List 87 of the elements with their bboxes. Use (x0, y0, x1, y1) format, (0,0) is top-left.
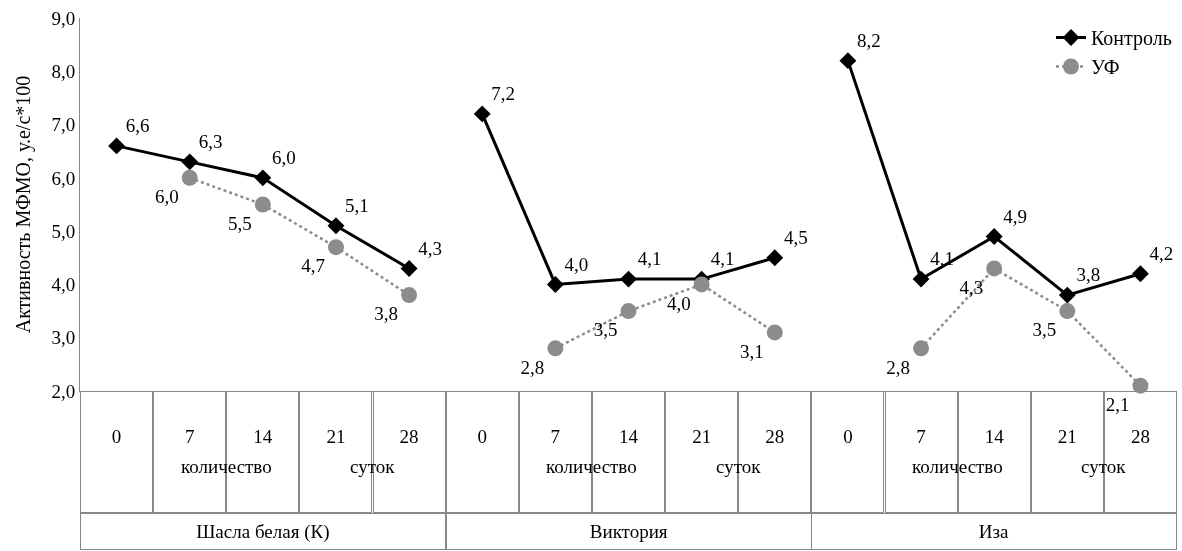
point (766, 324, 783, 341)
text: Виктория (589, 521, 668, 543)
data-label: 7,2 (491, 83, 516, 105)
data-label: 4,1 (637, 248, 662, 270)
data-label: 4,7 (301, 255, 325, 277)
point (327, 239, 344, 256)
x-tick-label: 21 (692, 425, 712, 447)
data-label: 3,5 (593, 319, 618, 341)
point (839, 52, 857, 70)
x-tick-label: 28 (765, 425, 785, 447)
y-tick-label: 4,0 (51, 274, 76, 296)
point (985, 228, 1003, 245)
x-tick-label: 14 (253, 425, 273, 447)
data-label: 3,8 (374, 303, 399, 325)
text: Шасла белая (К) (196, 520, 330, 543)
point (1058, 286, 1076, 304)
point (1132, 377, 1149, 394)
legend-label: УФ (1091, 56, 1120, 79)
point (620, 270, 637, 288)
point (401, 287, 418, 304)
y-tick-label: 6,0 (51, 167, 76, 189)
legend-label: Контроль (1091, 27, 1172, 51)
text: суток (350, 456, 396, 477)
point (473, 105, 491, 123)
data-label: 5,1 (345, 194, 369, 216)
data-label: 4,3 (418, 237, 442, 259)
x-tick-label: 21 (1057, 425, 1077, 447)
x-tick-label: 28 (399, 425, 419, 447)
y-tick-label: 9,0 (51, 7, 76, 29)
data-label: 3,8 (1076, 264, 1101, 286)
x-tick-label: 14 (619, 425, 639, 447)
data-label: 6,6 (125, 115, 150, 137)
text: количество (546, 456, 637, 477)
point (254, 169, 272, 187)
text: суток (716, 456, 762, 477)
point (1131, 265, 1149, 283)
x-tick-label: 14 (984, 425, 1005, 447)
text: суток (1081, 456, 1127, 477)
x-tick-label: 7 (916, 425, 926, 447)
y-tick-label: 5,0 (51, 220, 76, 242)
x-tick-label: 0 (477, 425, 487, 447)
data-label: 4,5 (783, 226, 808, 248)
point (620, 303, 637, 320)
data-label: 6,3 (198, 130, 223, 152)
data-label: 4,3 (959, 276, 984, 298)
point (1059, 303, 1076, 320)
point (766, 249, 784, 267)
point (254, 196, 271, 213)
data-label: 4,0 (564, 253, 589, 275)
x-tick-label: 0 (111, 425, 122, 447)
x-tick-label: 7 (550, 425, 561, 447)
point (693, 276, 710, 293)
data-label: 3,1 (740, 340, 764, 362)
point (546, 275, 564, 293)
point (181, 169, 198, 186)
x-tick-label: 0 (843, 425, 853, 447)
text: количество (912, 456, 1003, 477)
point (913, 340, 930, 357)
data-label: 4,2 (1149, 242, 1174, 264)
text: Иза (978, 521, 1009, 543)
y-tick-label: 3,0 (51, 327, 76, 349)
data-label: 4,1 (710, 248, 735, 270)
data-label: 5,5 (228, 212, 252, 234)
data-label: 8,2 (857, 29, 881, 51)
point (108, 137, 126, 155)
point (400, 259, 418, 277)
x-tick-label: 21 (326, 425, 346, 447)
point (327, 217, 345, 235)
data-label: 2,1 (1105, 393, 1130, 415)
data-label: 2,8 (886, 356, 911, 378)
data-label: 4,9 (1003, 205, 1028, 227)
data-label: 6,0 (154, 186, 179, 208)
data-label: 3,5 (1032, 319, 1057, 341)
data-label: 6,0 (271, 146, 296, 168)
y-axis-title: Активность МФМО, у.е/с*100 (11, 75, 35, 334)
text: количество (181, 456, 272, 477)
data-label: 4,0 (666, 292, 691, 314)
point (986, 260, 1003, 277)
y-tick-label: 2,0 (51, 380, 76, 402)
data-label: 2,8 (520, 356, 545, 378)
point (181, 153, 199, 171)
point (912, 270, 930, 288)
x-tick-label: 28 (1130, 425, 1150, 447)
y-tick-label: 7,0 (51, 114, 76, 136)
x-tick-label: 7 (184, 425, 195, 447)
point (547, 340, 564, 357)
y-tick-label: 8,0 (51, 60, 76, 82)
